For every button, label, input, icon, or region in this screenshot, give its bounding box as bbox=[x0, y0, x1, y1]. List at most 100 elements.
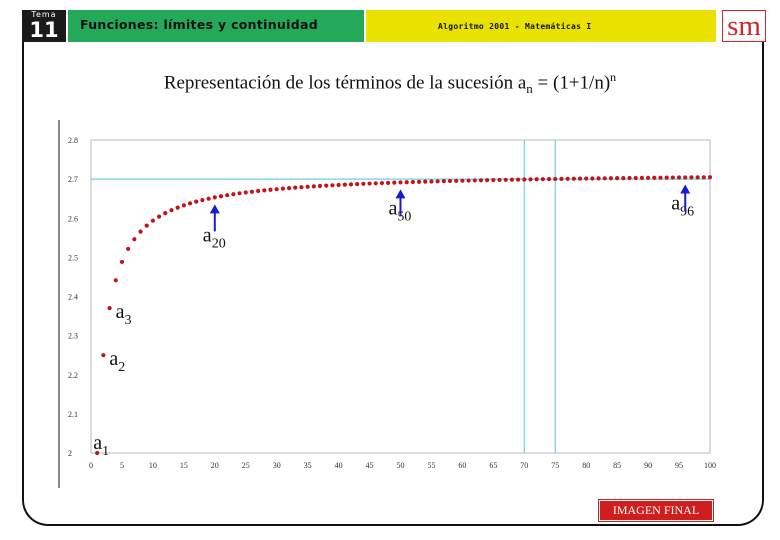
arrow-head bbox=[209, 204, 220, 214]
data-point bbox=[138, 229, 143, 234]
data-point bbox=[447, 178, 453, 184]
x-tick-label: 60 bbox=[458, 461, 466, 470]
data-point bbox=[156, 214, 162, 219]
data-point bbox=[577, 176, 583, 181]
x-tick-label: 30 bbox=[273, 461, 281, 470]
title-prefix: Representación de los términos de la suc… bbox=[163, 72, 527, 94]
data-point bbox=[311, 184, 316, 189]
term-label: a3 bbox=[116, 301, 132, 328]
data-point bbox=[596, 176, 601, 181]
arrow-head bbox=[680, 184, 691, 194]
tema-label: Tema bbox=[31, 10, 57, 19]
data-point bbox=[707, 175, 713, 180]
unit-title: Funciones: límites y continuidad bbox=[68, 10, 364, 42]
x-tick-label: 0 bbox=[89, 461, 93, 470]
data-point bbox=[126, 246, 131, 252]
x-tick-label: 90 bbox=[644, 461, 652, 470]
axis-layer: 0 5 10 15 20 25 30 35 40 45 50 55 60 65 70 75 80 85 90 95 10… bbox=[58, 120, 716, 488]
data-point bbox=[553, 176, 558, 182]
data-point bbox=[324, 183, 329, 188]
data-point bbox=[163, 211, 168, 216]
data-point bbox=[212, 195, 217, 200]
data-point bbox=[404, 180, 409, 185]
x-tick-label: 50 bbox=[397, 461, 405, 470]
data-point bbox=[497, 177, 502, 183]
data-point bbox=[169, 208, 174, 213]
data-point bbox=[355, 181, 360, 187]
arrow-head bbox=[395, 189, 406, 199]
x-tick-label: 95 bbox=[675, 461, 683, 470]
data-point bbox=[429, 179, 434, 184]
data-point bbox=[701, 175, 706, 180]
data-point bbox=[225, 193, 230, 198]
data-point bbox=[187, 201, 193, 206]
x-tick-label: 20 bbox=[211, 461, 219, 470]
data-point bbox=[466, 178, 471, 183]
data-point bbox=[398, 180, 403, 185]
data-point bbox=[299, 185, 304, 190]
x-tick-label: 45 bbox=[366, 461, 374, 470]
data-point bbox=[268, 187, 273, 192]
term-label: a1 bbox=[93, 432, 109, 459]
y-tick-label: 2.4 bbox=[68, 293, 78, 302]
data-point bbox=[621, 175, 626, 181]
data-point bbox=[608, 176, 614, 181]
data-point bbox=[194, 199, 199, 204]
data-point bbox=[503, 177, 508, 182]
data-point bbox=[361, 181, 366, 186]
data-point bbox=[330, 183, 335, 188]
slide-frame bbox=[22, 40, 764, 526]
data-point bbox=[633, 175, 638, 181]
data-point bbox=[559, 176, 564, 181]
data-point bbox=[571, 176, 576, 181]
chart-area: 0 5 10 15 20 25 30 35 40 45 50 55 60 65 70 75 80 85 90 95 10… bbox=[58, 120, 728, 490]
data-point bbox=[101, 353, 106, 358]
data-point bbox=[218, 194, 224, 199]
x-tick-label: 55 bbox=[427, 461, 435, 470]
y-tick-label: 2.6 bbox=[68, 214, 78, 223]
data-point bbox=[540, 177, 545, 182]
data-point bbox=[646, 175, 651, 180]
point-layer bbox=[95, 175, 713, 456]
data-point bbox=[379, 180, 385, 186]
data-point bbox=[317, 183, 323, 189]
data-point bbox=[293, 185, 298, 190]
data-point bbox=[373, 181, 378, 186]
data-point bbox=[132, 237, 137, 242]
tema-number: 11 bbox=[29, 18, 59, 42]
y-tick-label: 2.8 bbox=[68, 136, 78, 145]
data-point bbox=[274, 187, 279, 192]
data-point bbox=[627, 175, 632, 181]
data-point bbox=[676, 175, 682, 180]
course-title: Algoritmo 2001 - Matemáticas I bbox=[366, 10, 716, 42]
x-tick-label: 5 bbox=[120, 461, 124, 470]
data-point bbox=[392, 180, 397, 185]
tema-badge: Tema 11 bbox=[22, 10, 66, 42]
grid-layer bbox=[90, 139, 711, 454]
data-point bbox=[435, 179, 440, 184]
header-bar: Tema 11 Funciones: límites y continuidad… bbox=[0, 0, 780, 44]
title-middle: = (1+1/n) bbox=[532, 72, 611, 94]
data-point bbox=[460, 178, 465, 183]
title-subscript: n bbox=[526, 81, 533, 97]
y-tick-label: 2.1 bbox=[68, 410, 78, 419]
x-tick-label: 15 bbox=[180, 461, 188, 470]
data-point bbox=[491, 177, 496, 183]
sequence-chart: 0 5 10 15 20 25 30 35 40 45 50 55 60 65 70 75 80 85 90 95 10… bbox=[58, 120, 716, 488]
data-point bbox=[367, 181, 372, 186]
x-tick-label: 100 bbox=[704, 461, 716, 470]
final-image-button[interactable]: IMAGEN FINAL bbox=[599, 500, 713, 521]
x-tick-label: 25 bbox=[242, 461, 250, 470]
publisher-logo: sm bbox=[722, 10, 766, 42]
data-point bbox=[95, 450, 100, 456]
data-point bbox=[386, 180, 391, 185]
x-tick-label: 65 bbox=[489, 461, 497, 470]
y-tick-label: 2.2 bbox=[68, 371, 78, 380]
y-tick-label: 2 bbox=[68, 449, 72, 458]
data-point bbox=[175, 205, 180, 210]
data-point bbox=[150, 218, 155, 223]
y-tick-label: 2.7 bbox=[68, 175, 78, 184]
x-tick-label: 75 bbox=[551, 461, 559, 470]
data-point bbox=[454, 178, 459, 183]
